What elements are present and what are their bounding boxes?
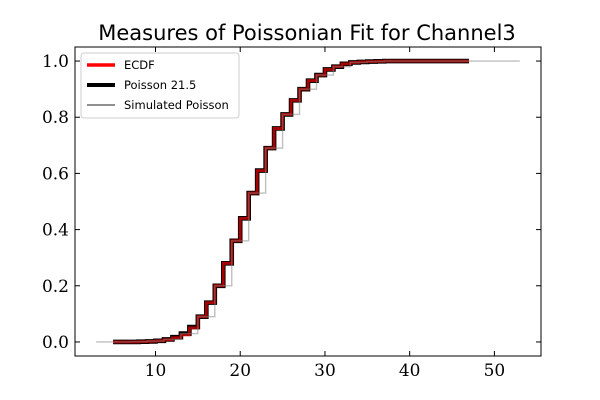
x-tick-label: 20 [229, 361, 251, 381]
y-tick-label: 0.6 [42, 164, 69, 184]
series-layer [96, 58, 520, 345]
y-tick-label: 0.8 [42, 108, 69, 128]
legend-label-poisson-21-5: Poisson 21.5 [124, 78, 196, 92]
x-tick-label: 50 [484, 361, 506, 381]
legend-label-ecdf: ECDF [124, 58, 155, 72]
axis-layer: 10 20 30 40 50 0.0 0.2 0.4 0.6 0.8 1.0 [42, 47, 541, 381]
plot-frame [74, 46, 542, 357]
x-tick-label: 30 [314, 361, 336, 381]
legend: ECDF Poisson 21.5 Simulated Poisson [80, 52, 240, 119]
y-tick-label: 0.4 [42, 221, 69, 241]
legend-label-simulated-poisson: Simulated Poisson [124, 98, 229, 112]
y-tick-label: 0.2 [42, 277, 69, 297]
y-tick-label: 1.0 [42, 52, 69, 72]
series-line-simulated-poisson [96, 60, 520, 343]
x-tick-label: 40 [399, 361, 421, 381]
y-tick-label: 0.0 [42, 333, 69, 353]
x-tick-label: 10 [145, 361, 167, 381]
legend-box [80, 52, 240, 119]
chart-title: Measures of Poissonian Fit for Channel3 [98, 21, 516, 45]
